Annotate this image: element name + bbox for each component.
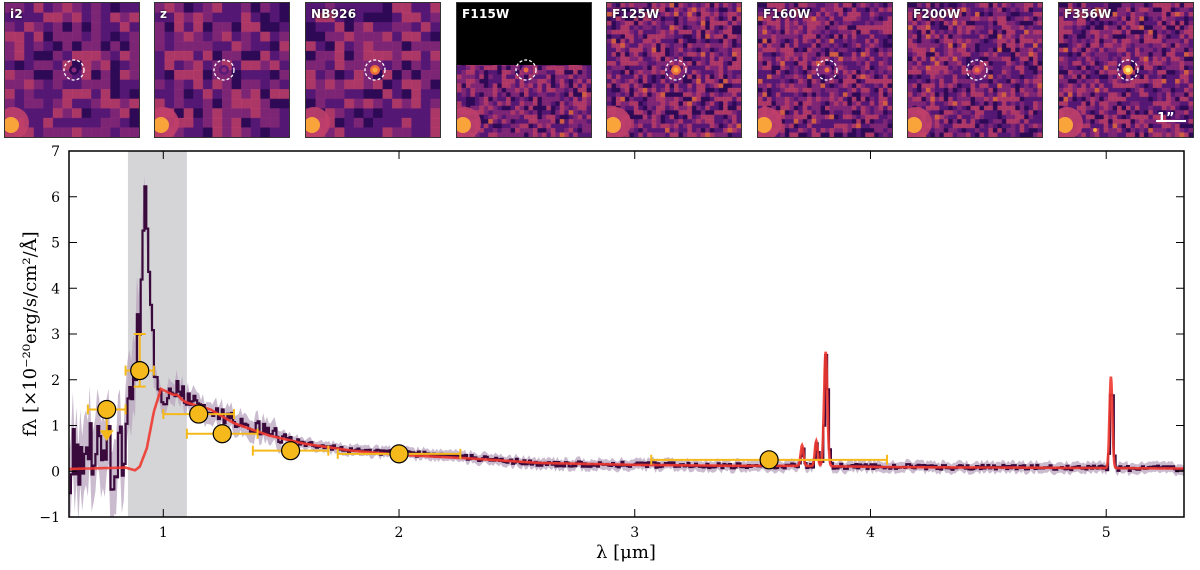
y-tick-label: 5 <box>51 236 60 252</box>
stamp-label-i2: i2 <box>10 7 23 21</box>
y-tick-label: −1 <box>39 510 60 526</box>
cutout-stamps-row: i2 z NB926 F115W F125W F160W F200W F356W… <box>0 0 1200 140</box>
photometry-point-z <box>124 333 155 388</box>
stamp-f125w: F125W <box>606 2 742 138</box>
photometry-point-f160w <box>251 441 330 461</box>
stamp-f356w: F356W 1” <box>1058 2 1194 138</box>
stamp-image <box>457 3 591 137</box>
x-tick-label: 4 <box>866 525 875 541</box>
stamp-image <box>5 3 139 137</box>
stamp-f115w: F115W <box>456 2 592 138</box>
stamp-label-f356w: F356W <box>1064 7 1112 21</box>
stamp-label-z: z <box>160 7 168 21</box>
photometry-point-f125w <box>185 424 259 444</box>
model-line <box>69 351 1184 472</box>
axes: 1 2 3 4 5 −1 0 1 2 3 4 5 6 7 <box>39 144 1184 541</box>
y-tick-label: 4 <box>51 281 60 297</box>
y-tick-label: 7 <box>51 144 60 160</box>
photometry-point-f115w <box>162 404 236 424</box>
stamp-f160w: F160W <box>757 2 893 138</box>
x-tick-label: 2 <box>395 525 404 541</box>
stamp-z: z <box>154 2 290 138</box>
stamp-label-nb926: NB926 <box>311 7 357 21</box>
stamp-image <box>908 3 1042 137</box>
x-tick-label: 3 <box>630 525 639 541</box>
spectrum-line <box>69 185 1184 495</box>
stamp-label-f200w: F200W <box>913 7 961 21</box>
photometry-marker <box>280 441 301 461</box>
aperture-circle <box>966 59 988 81</box>
photometry-marker <box>389 444 409 464</box>
photometry-point-f356w <box>650 450 888 470</box>
photometry-marker <box>97 399 117 420</box>
photometry-marker <box>759 450 779 470</box>
stamp-label-f125w: F125W <box>612 7 660 21</box>
y-tick-label: 3 <box>51 327 60 343</box>
photometry-point-i2 <box>86 399 127 442</box>
photometry-marker <box>130 361 150 381</box>
stamp-nb926: NB926 <box>305 2 441 138</box>
x-tick-label: 5 <box>1102 525 1111 541</box>
y-tick-label: 6 <box>51 190 60 206</box>
stamp-i2: i2 <box>4 2 140 138</box>
sed-plot: 1 2 3 4 5 −1 0 1 2 3 4 5 6 7 λ [μm] fλ [×10⁻²⁰erg/s/c… <box>19 144 1185 563</box>
aperture-circle <box>364 59 386 81</box>
aperture-circle <box>816 59 838 81</box>
upper-limit-arrow <box>99 430 114 442</box>
aperture-circle <box>1117 59 1139 81</box>
y-tick-label: 1 <box>51 419 60 435</box>
stamp-image <box>155 3 289 137</box>
spectrum-error-band <box>69 175 1184 517</box>
y-tick-label: 0 <box>51 464 60 480</box>
x-axis-label: λ [μm] <box>596 542 656 563</box>
aperture-circle <box>63 59 85 81</box>
scale-bar-label: 1” <box>1157 111 1175 126</box>
photometry-point-f200w <box>336 444 462 464</box>
aperture-circle <box>213 59 235 81</box>
x-tick-label: 1 <box>159 525 168 541</box>
y-tick-label: 2 <box>51 373 60 389</box>
photometry-marker <box>212 424 232 444</box>
photometry-marker <box>189 404 209 424</box>
stamp-image <box>1059 3 1193 137</box>
stamp-f200w: F200W <box>907 2 1043 138</box>
aperture-circle <box>665 59 687 81</box>
y-axis-label: fλ [×10⁻²⁰erg/s/cm²/Å] <box>19 231 41 436</box>
stamp-image <box>306 3 440 137</box>
stamp-image <box>607 3 741 137</box>
aperture-circle <box>515 59 537 81</box>
stamp-label-f160w: F160W <box>763 7 811 21</box>
stamp-image <box>758 3 892 137</box>
photometry-points <box>86 333 888 470</box>
plot-area <box>69 151 1184 517</box>
stamp-label-f115w: F115W <box>462 7 510 21</box>
